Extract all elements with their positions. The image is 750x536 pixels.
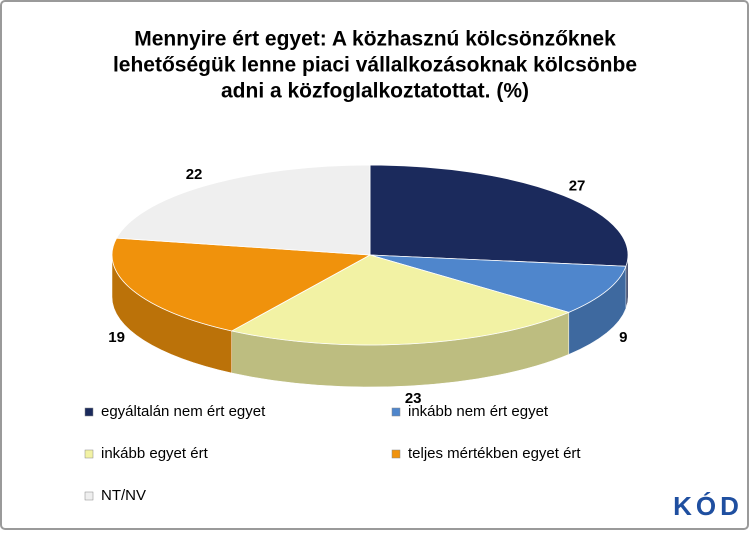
pie-slice xyxy=(111,237,372,332)
legend-label: egyáltalán nem ért egyet xyxy=(101,403,266,420)
legend-label: teljes mértékben egyet ért xyxy=(408,445,581,462)
pie-slice xyxy=(369,254,627,313)
legend-label: NT/NV xyxy=(101,487,146,504)
legend-swatch xyxy=(84,407,94,417)
legend-swatch xyxy=(391,449,401,459)
legend-swatch xyxy=(84,449,94,459)
legend-label: inkább egyet ért xyxy=(101,445,209,462)
data-label: 22 xyxy=(186,166,203,183)
chart-title: adni a közfoglalkoztatottat. (%) xyxy=(221,80,529,103)
legend-label: inkább nem ért egyet xyxy=(408,403,549,420)
legend-swatch xyxy=(391,407,401,417)
data-label: 23 xyxy=(405,390,422,407)
data-label: 19 xyxy=(108,329,125,346)
pie-slice xyxy=(369,164,629,267)
legend-swatch xyxy=(84,491,94,501)
pie-slice xyxy=(115,164,371,256)
chart-title: Mennyire ért egyet: A közhasznú kölcsönz… xyxy=(134,28,616,51)
logo: KÓD xyxy=(673,491,743,521)
data-label: 27 xyxy=(569,178,586,195)
pie-slice xyxy=(230,254,570,346)
data-label: 9 xyxy=(619,329,627,346)
chart-title: lehetőségük lenne piaci vállalkozásoknak… xyxy=(113,54,637,77)
